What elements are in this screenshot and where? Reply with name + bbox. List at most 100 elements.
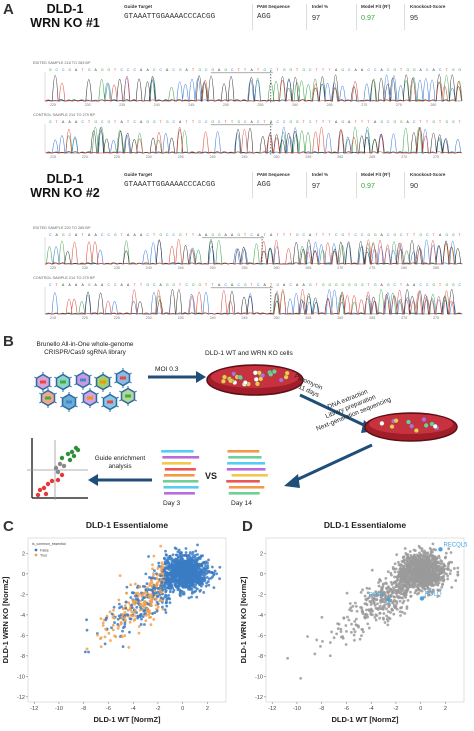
x-tick-label: -4: [131, 706, 136, 712]
read-bar: [162, 480, 199, 483]
base-call-letter: A: [140, 233, 143, 237]
scatter-point: [180, 555, 184, 559]
scatter-point: [166, 567, 170, 570]
mini-point: [55, 469, 61, 475]
scatter-point: [369, 613, 373, 616]
scatter-point: [183, 559, 187, 563]
scatter-point: [391, 591, 394, 595]
base-call-letter: T: [225, 120, 227, 124]
scatter-point: [382, 612, 386, 615]
base-call-letter: G: [277, 283, 280, 287]
base-call-letter: G: [433, 283, 436, 287]
scatter-point: [373, 594, 377, 598]
ko1-edited-label: EDITED SAMPLE 218 TO 283 BP: [33, 61, 91, 65]
base-call-letter: G: [218, 233, 221, 237]
scatter-point: [99, 645, 103, 649]
scatter-point: [150, 584, 154, 588]
scatter-point: [107, 631, 111, 635]
cell-dot: [220, 378, 226, 384]
scatter-point: [160, 605, 164, 609]
scatter-point: [431, 578, 435, 582]
scatter-point: [141, 615, 145, 619]
ko2-ko-value: 90: [410, 181, 418, 190]
base-call-letter: T: [114, 120, 116, 124]
base-call-letter: A: [101, 283, 104, 287]
trace-line: [44, 239, 463, 265]
scatter-point: [415, 557, 419, 561]
base-call-letter: A: [69, 283, 72, 287]
scatter-point: [133, 582, 137, 586]
scatter-point: [168, 590, 172, 594]
x-tick-label: -6: [106, 706, 111, 712]
ko1-ko-value: 95: [410, 13, 418, 22]
scatter-point: [171, 576, 175, 580]
scatter-point: [123, 611, 127, 614]
base-call-letter: G: [348, 283, 351, 287]
scatter-point: [448, 560, 452, 564]
ko1-edited-axis: 225 230 235 240 245 250 255 260 265 270 275 280: [50, 103, 465, 111]
base-call-letter: A: [407, 283, 410, 287]
scatter-point: [212, 573, 216, 577]
library-label: Brunello All-in-One whole-genome CRISPR/…: [10, 341, 160, 357]
base-call-letter: T: [400, 68, 402, 72]
base-call-letter: G: [108, 68, 111, 72]
scatter-point: [151, 563, 154, 567]
scatter-point: [426, 565, 430, 569]
scatter-point: [158, 574, 162, 577]
scatter-point: [143, 603, 147, 606]
scatter-point: [414, 589, 418, 593]
scatter-point: [379, 593, 383, 597]
scatter-point: [109, 639, 112, 642]
scatter-point: [402, 565, 405, 569]
scatter-point: [405, 605, 409, 609]
scatter-point: [156, 567, 160, 570]
base-call-letter: C: [387, 120, 390, 124]
ko1-title: DLD-1 WRN KO #1: [20, 2, 110, 30]
scatter-point: [444, 551, 448, 555]
scatter-point: [319, 644, 322, 648]
scatter-point: [195, 595, 199, 599]
scatter-point: [367, 596, 371, 599]
scatter-point: [152, 617, 156, 621]
scatter-point: [416, 592, 419, 596]
scatter-point: [391, 567, 395, 571]
scatter-point: [124, 600, 128, 604]
scatter-point: [377, 590, 381, 594]
scatter-point: [408, 550, 412, 553]
ko1-indel-label: Indel %: [312, 4, 329, 9]
scatter-point: [400, 596, 403, 600]
base-call-letter: C: [199, 120, 202, 124]
base-call-letter: G: [49, 68, 52, 72]
scatter-point: [99, 617, 103, 621]
ko2-ko-label: Knockout-Score: [410, 172, 446, 177]
base-call-letter: G: [452, 283, 455, 287]
scatter-point: [196, 557, 200, 560]
y-tick-label: -10: [255, 674, 263, 680]
scatter-point: [412, 582, 416, 586]
scatter-point: [204, 572, 207, 576]
scatter-point: [110, 626, 113, 630]
scatter-point: [386, 570, 390, 574]
trace-tick-label: 240: [145, 266, 152, 270]
scatter-point: [207, 558, 210, 562]
scatter-point: [383, 621, 387, 624]
base-call-letter: C: [231, 68, 234, 72]
x-tick-label: -10: [55, 706, 63, 712]
scatter-point: [441, 582, 445, 586]
base-call-letter: C: [69, 233, 72, 237]
scatter-point: [398, 579, 402, 583]
base-call-letter: T: [88, 120, 90, 124]
scatter-point: [158, 599, 162, 603]
scatter-point: [108, 610, 112, 614]
base-call-letter: T: [303, 120, 305, 124]
base-call-letter: C: [108, 233, 111, 237]
scatter-point: [131, 599, 135, 603]
scatter-point: [178, 574, 182, 578]
scatter-point: [420, 565, 423, 569]
base-call-letter: A: [270, 233, 273, 237]
scatter-point: [452, 567, 456, 570]
base-call-letter: G: [433, 120, 436, 124]
y-tick-label: -2: [20, 592, 25, 598]
mini-point: [57, 461, 63, 467]
scatter-point: [196, 543, 199, 547]
